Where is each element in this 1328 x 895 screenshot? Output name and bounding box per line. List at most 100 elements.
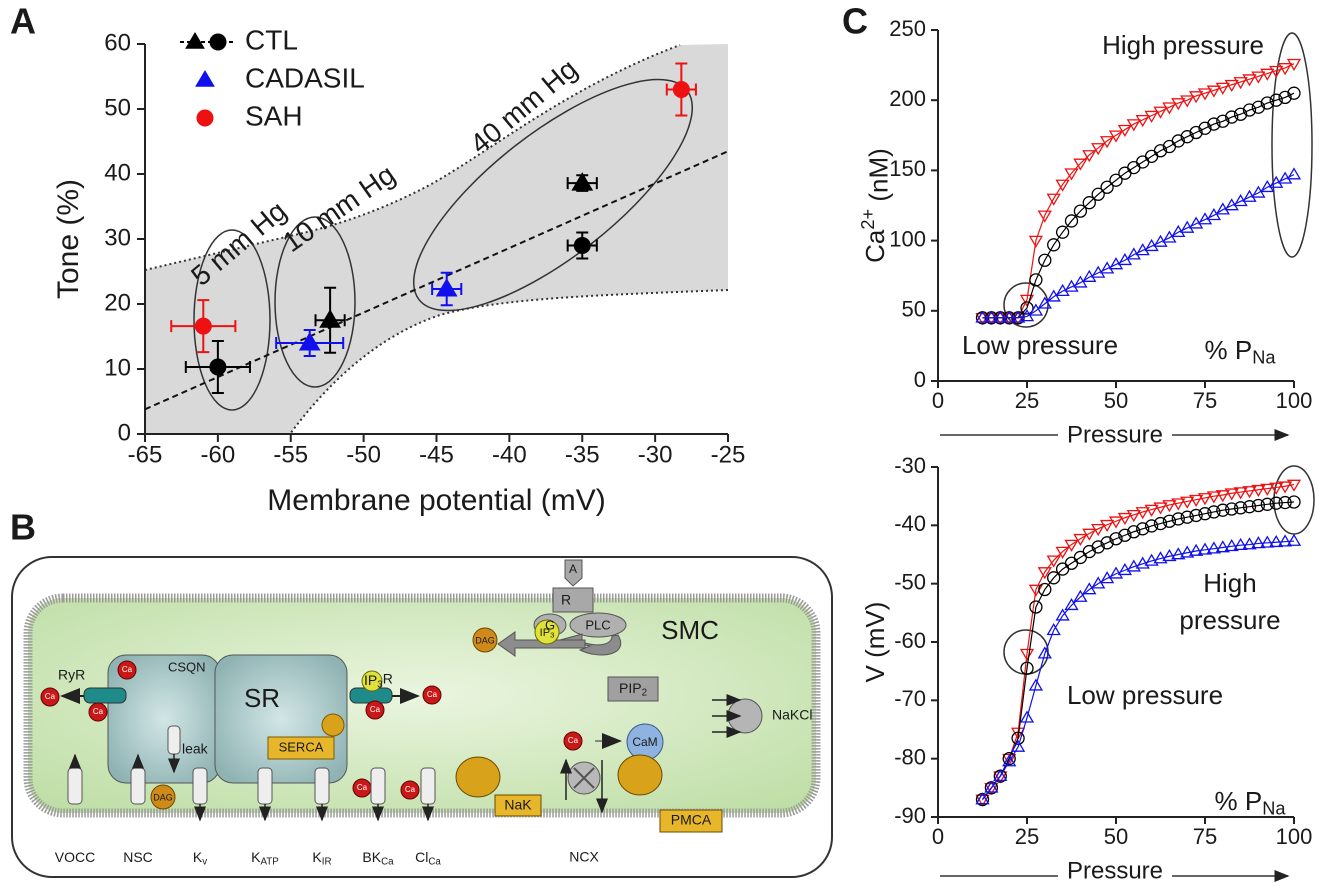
- marker: [1162, 514, 1177, 528]
- diagram-label: R: [561, 592, 571, 608]
- legend-marker: [195, 70, 215, 87]
- diagram-label-part: IP: [540, 627, 550, 639]
- marker: [1028, 678, 1044, 691]
- marker: [1162, 102, 1177, 115]
- diagram-label: SERCA: [279, 739, 324, 754]
- legend-label: CADASIL: [245, 62, 365, 93]
- marker: [1002, 752, 1016, 766]
- marker: [993, 771, 1008, 784]
- marker: [1109, 173, 1123, 187]
- x-tick-label: 75: [1193, 824, 1217, 849]
- confidence-band: [145, 44, 728, 434]
- x-tick-label: 25: [1015, 388, 1039, 413]
- channel-label-part: Ca: [428, 856, 441, 867]
- marker: [1188, 91, 1204, 104]
- ca-ball: [365, 700, 385, 720]
- marker: [1064, 168, 1079, 181]
- y-tick-label: 0: [914, 367, 926, 392]
- diagram-label: CSQN: [168, 659, 206, 674]
- marker: [1082, 582, 1097, 595]
- marker: [1206, 541, 1222, 554]
- channel-label: ClCa: [415, 849, 441, 867]
- marker: [975, 310, 990, 323]
- x-tick-label: 50: [1104, 388, 1128, 413]
- diagram-label: CaM: [632, 735, 657, 749]
- marker: [1251, 100, 1266, 114]
- marker: [1117, 562, 1133, 576]
- x-tick-label: 100: [1276, 388, 1313, 413]
- x-tick-label: -35: [565, 441, 600, 468]
- annotation: High pressure: [1102, 30, 1264, 60]
- marker: [1108, 516, 1124, 529]
- x-axis-title: Pressure: [1067, 421, 1163, 448]
- marker: [1091, 143, 1106, 156]
- fit-line: [144, 150, 729, 411]
- annotation-part: % P: [1215, 786, 1263, 816]
- marker: [1206, 85, 1222, 98]
- marker: [1207, 505, 1221, 519]
- nak-box: [494, 794, 542, 817]
- marker: [1028, 235, 1044, 248]
- y-tick-label: -70: [894, 686, 926, 711]
- channel-label-part: ATP: [261, 856, 280, 867]
- ca-ball: [400, 780, 420, 800]
- channel-label-part: NSC: [123, 849, 153, 865]
- marker: [1073, 533, 1088, 547]
- marker: [1180, 510, 1194, 524]
- marker: [1277, 171, 1293, 184]
- y-tick-label: 50: [104, 94, 131, 121]
- marker: [1091, 265, 1106, 278]
- marker: [1260, 483, 1275, 496]
- diagram-label: DAG: [475, 635, 495, 645]
- marker: [1073, 158, 1088, 171]
- diagram-label: PMCA: [671, 812, 712, 828]
- marker: [1073, 204, 1088, 218]
- marker: [1198, 121, 1212, 135]
- marker: [1020, 301, 1034, 315]
- y-axis-title: Tone (%): [52, 179, 85, 299]
- marker: [1064, 539, 1079, 552]
- marker: [1224, 198, 1239, 211]
- ca-label: Ca: [122, 665, 133, 674]
- marker: [1010, 310, 1026, 323]
- marker: [1180, 130, 1194, 144]
- x-axis-title: Membrane potential (mV): [267, 484, 605, 517]
- legend-marker: [196, 109, 214, 127]
- ca-ball: [117, 660, 137, 680]
- diagram-label-part: 3: [377, 679, 383, 690]
- band-upper: [144, 44, 681, 271]
- diagram-label: SMC: [661, 615, 719, 645]
- marker: [1189, 508, 1203, 523]
- diagram-label-part: PIP: [619, 680, 642, 696]
- agonist: [564, 559, 583, 587]
- marker: [1260, 96, 1274, 110]
- y-tick-label: -60: [894, 628, 926, 653]
- marker: [1171, 134, 1185, 148]
- marker: [1038, 253, 1052, 267]
- marker: [975, 794, 990, 807]
- x-tick-label: 0: [932, 388, 944, 413]
- marker: [1117, 512, 1133, 526]
- marker: [1108, 257, 1124, 270]
- marker: [1082, 528, 1097, 541]
- marker: [1010, 739, 1026, 752]
- marker: [1002, 754, 1017, 767]
- marker: [1126, 559, 1141, 572]
- channel-label: VOCC: [55, 849, 95, 865]
- marker: [1144, 504, 1159, 517]
- leak-channel: [167, 725, 181, 755]
- legend-label: SAH: [245, 100, 303, 131]
- marker: [1251, 536, 1266, 549]
- ca-label: Ca: [405, 785, 416, 794]
- marker: [1091, 187, 1105, 201]
- ncx-cross: [573, 767, 595, 789]
- marker: [1287, 86, 1301, 100]
- marker: [1278, 90, 1292, 105]
- marker: [1099, 261, 1115, 274]
- y-tick-label: 60: [104, 29, 131, 56]
- marker: [1189, 125, 1203, 140]
- marker: [1242, 537, 1257, 550]
- receptor-shape: [552, 587, 594, 613]
- y-axis-title-part: 2+: [858, 209, 878, 230]
